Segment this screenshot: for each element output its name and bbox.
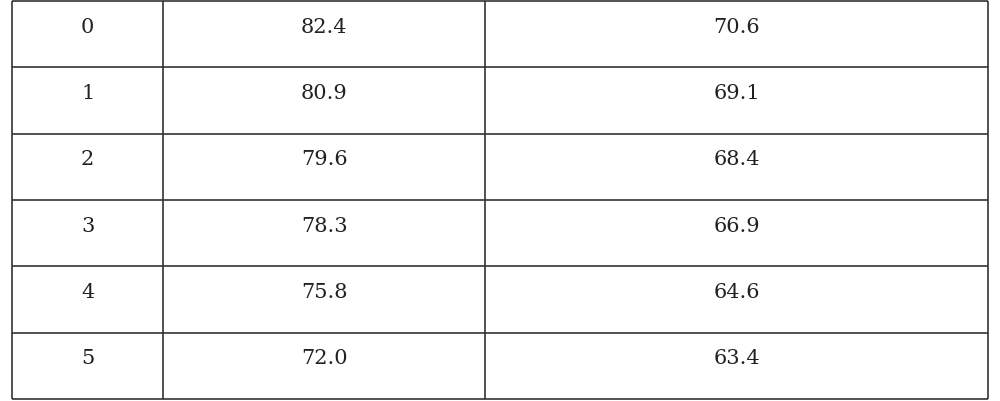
Text: 68.4: 68.4: [713, 150, 760, 169]
Text: 5: 5: [81, 348, 94, 367]
Text: 64.6: 64.6: [713, 282, 760, 301]
Text: 70.6: 70.6: [713, 18, 760, 36]
Text: 66.9: 66.9: [713, 216, 760, 235]
Text: 75.8: 75.8: [301, 282, 348, 301]
Text: 4: 4: [81, 282, 94, 301]
Text: 63.4: 63.4: [713, 348, 760, 367]
Text: 3: 3: [81, 216, 94, 235]
Text: 1: 1: [81, 84, 94, 103]
Text: 82.4: 82.4: [301, 18, 348, 36]
Text: 79.6: 79.6: [301, 150, 348, 169]
Text: 0: 0: [81, 18, 94, 36]
Text: 72.0: 72.0: [301, 348, 348, 367]
Text: 78.3: 78.3: [301, 216, 348, 235]
Text: 2: 2: [81, 150, 94, 169]
Text: 80.9: 80.9: [301, 84, 348, 103]
Text: 69.1: 69.1: [713, 84, 760, 103]
